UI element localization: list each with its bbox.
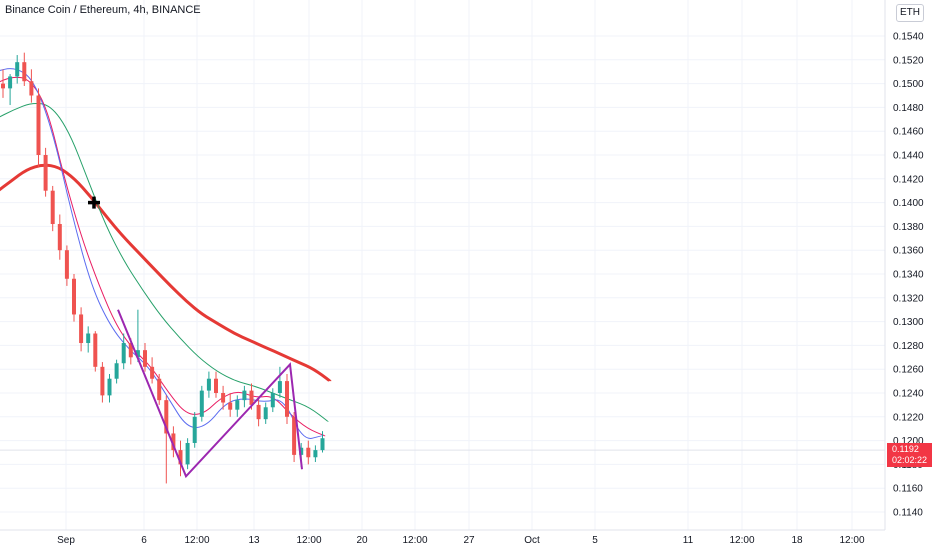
- price-tick-label: 0.1320: [893, 293, 924, 304]
- price-tick-label: 0.1220: [893, 412, 924, 423]
- time-tick-label: 12:00: [296, 535, 321, 546]
- candle-body: [249, 390, 254, 405]
- candle-body: [292, 416, 297, 455]
- crosshair-marker: [88, 196, 100, 209]
- price-tick-label: 0.1200: [893, 436, 924, 447]
- candle-body: [164, 400, 169, 434]
- ma_green-line: [0, 103, 329, 423]
- time-tick-label: 11: [683, 535, 694, 546]
- candle-body: [121, 343, 126, 364]
- candle-body: [256, 404, 261, 420]
- candle-body: [43, 155, 48, 191]
- candle-body: [135, 350, 140, 358]
- price-tick-label: 0.1500: [893, 79, 924, 90]
- price-tick-label: 0.1420: [893, 174, 924, 185]
- ma_thick-line: [0, 163, 332, 383]
- time-tick-label: 12:00: [839, 535, 864, 546]
- zigzag-drawing: [117, 309, 303, 479]
- zigzag-line: [117, 309, 303, 479]
- candle-body: [277, 381, 282, 393]
- current-price-value: 0.1192: [892, 444, 919, 454]
- time-tick-label: Sep: [57, 535, 75, 546]
- candle-body: [320, 438, 325, 451]
- price-tick-label: 0.1400: [893, 198, 924, 209]
- candle-body: [114, 363, 119, 379]
- candle-body: [143, 350, 147, 367]
- candle-body: [157, 378, 162, 401]
- price-tick-label: 0.1440: [893, 151, 924, 162]
- candle-body: [235, 400, 240, 410]
- candle-body: [50, 190, 55, 225]
- time-tick-label: 5: [592, 535, 598, 546]
- price-tick-label: 0.1480: [893, 103, 924, 114]
- time-tick-label: 20: [356, 535, 368, 546]
- candle-body: [72, 278, 76, 315]
- price-tick-label: 0.1460: [893, 127, 924, 138]
- candle-body: [270, 393, 275, 408]
- candle-body: [214, 378, 218, 393]
- candle-body: [36, 95, 41, 155]
- time-tick-label: 18: [791, 535, 803, 546]
- candles: [1, 52, 325, 484]
- price-tick-label: 0.1280: [893, 341, 924, 352]
- price-tick-label: 0.1540: [893, 32, 924, 43]
- price-tick-label: 0.1380: [893, 222, 924, 233]
- grid: [0, 0, 886, 531]
- candle-body: [15, 62, 20, 77]
- candle-body: [128, 343, 133, 358]
- time-tick-label: Oct: [524, 535, 540, 546]
- candle-body: [1, 83, 5, 89]
- chart-title: Binance Coin / Ethereum, 4h, BINANCE: [5, 4, 201, 16]
- price-tick-label: 0.1520: [893, 55, 924, 66]
- candle-body: [57, 224, 62, 251]
- candle-body: [29, 81, 34, 96]
- candle-body: [185, 442, 190, 465]
- price-tick-label: 0.1160: [893, 484, 923, 495]
- candle-body: [22, 62, 27, 82]
- price-tick-label: 0.1360: [893, 246, 924, 257]
- price-tick-label: 0.1300: [893, 317, 924, 328]
- candle-body: [206, 378, 211, 391]
- price-axis: 0.1540 0.1520 0.1500 0.1480 0.1460 0.1440 0.14…: [893, 32, 924, 519]
- candle-body: [178, 450, 183, 465]
- candle-body: [100, 366, 105, 396]
- candle-body: [221, 393, 226, 403]
- time-tick-label: 6: [141, 535, 147, 546]
- candle-body: [8, 76, 13, 89]
- candle-body: [228, 402, 233, 410]
- currency-unit-button[interactable]: ETH: [896, 4, 924, 22]
- candle-body: [263, 407, 268, 420]
- price-tick-label: 0.1340: [893, 270, 924, 281]
- price-tick-label: 0.1260: [893, 365, 924, 376]
- time-tick-label: 27: [463, 535, 475, 546]
- current-price-tag: 0.1192 02:02:22: [887, 443, 932, 467]
- candle-body: [150, 366, 155, 379]
- price-tick-label: 0.1140: [893, 508, 923, 519]
- candle-body: [285, 381, 289, 417]
- time-axis: Sep 6 12:00 13 12:00 20 12:00 27 Oct 5 11 12:00 18 12…: [57, 535, 865, 546]
- candle-body: [199, 390, 204, 417]
- candle-body: [107, 378, 112, 396]
- candle-body: [79, 314, 84, 344]
- candle-body: [86, 333, 91, 344]
- bar-countdown: 02:02:22: [892, 455, 928, 465]
- time-tick-label: 12:00: [402, 535, 427, 546]
- time-tick-label: 13: [248, 535, 260, 546]
- candle-body: [64, 250, 69, 279]
- candle-body: [306, 447, 311, 458]
- candle-body: [192, 416, 197, 443]
- time-tick-label: 12:00: [184, 535, 209, 546]
- candle-body: [313, 450, 318, 458]
- candle-body: [93, 333, 98, 367]
- candle-body: [299, 447, 304, 455]
- price-tick-label: 0.1240: [893, 389, 924, 400]
- candle-body: [242, 390, 247, 401]
- time-tick-label: 12:00: [729, 535, 754, 546]
- candle-body: [171, 433, 176, 451]
